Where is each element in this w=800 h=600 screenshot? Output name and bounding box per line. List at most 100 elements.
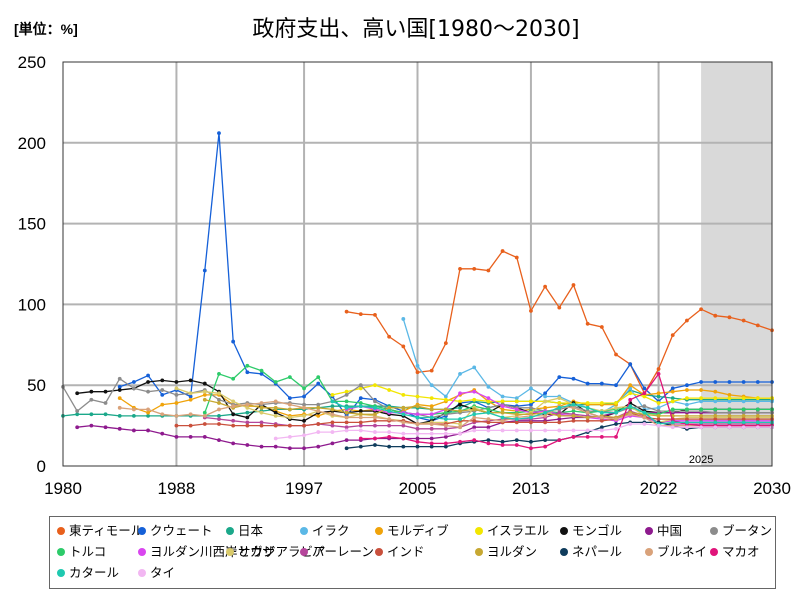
data-point bbox=[685, 402, 689, 407]
data-point bbox=[585, 405, 590, 410]
data-point bbox=[259, 405, 264, 410]
data-point bbox=[358, 409, 363, 413]
x-tick-label: 1988 bbox=[158, 479, 196, 498]
data-point bbox=[727, 396, 732, 401]
data-point bbox=[217, 438, 221, 443]
data-point bbox=[599, 325, 604, 329]
data-point bbox=[486, 438, 491, 443]
data-point bbox=[486, 420, 491, 425]
data-point bbox=[202, 381, 207, 386]
data-point bbox=[188, 378, 193, 383]
legend-label: モルディブ bbox=[387, 523, 449, 538]
data-point bbox=[117, 388, 122, 392]
data-point bbox=[699, 407, 703, 412]
data-point bbox=[287, 415, 292, 420]
data-point bbox=[217, 391, 221, 396]
data-point bbox=[628, 383, 633, 388]
data-point bbox=[628, 412, 633, 417]
data-point bbox=[642, 386, 647, 391]
legend-label: ヨルダン bbox=[487, 544, 538, 559]
data-point bbox=[188, 423, 193, 428]
data-point bbox=[557, 420, 562, 425]
data-point bbox=[132, 380, 136, 384]
data-point bbox=[415, 431, 420, 436]
series-line bbox=[360, 372, 772, 449]
legend-item: マカオ bbox=[710, 545, 760, 559]
data-point bbox=[287, 423, 292, 428]
data-point bbox=[302, 423, 306, 428]
data-point bbox=[741, 414, 746, 418]
data-point bbox=[571, 418, 576, 423]
data-point bbox=[727, 392, 732, 397]
data-point bbox=[656, 394, 661, 399]
data-point bbox=[287, 407, 292, 412]
data-point bbox=[486, 407, 491, 412]
legend-label: タイ bbox=[150, 565, 176, 580]
data-point bbox=[599, 418, 604, 423]
data-point bbox=[443, 417, 448, 422]
data-point bbox=[685, 388, 689, 392]
data-point bbox=[75, 409, 80, 413]
data-point bbox=[132, 386, 136, 391]
data-point bbox=[188, 394, 193, 399]
data-point bbox=[585, 428, 590, 433]
data-point bbox=[89, 397, 94, 402]
data-point bbox=[103, 389, 108, 394]
data-point bbox=[302, 414, 306, 418]
data-point bbox=[259, 368, 264, 373]
data-point bbox=[316, 409, 321, 413]
data-point bbox=[231, 376, 236, 381]
data-point bbox=[557, 428, 562, 433]
data-point bbox=[557, 417, 562, 422]
data-point bbox=[642, 404, 647, 409]
data-point bbox=[642, 394, 647, 399]
data-point bbox=[75, 391, 80, 396]
axis-ticks: 1980 1988 1997 2005 2013 2022 2030 0 50 100 150 200… bbox=[18, 53, 791, 498]
data-point bbox=[755, 396, 760, 401]
data-point bbox=[628, 422, 633, 426]
data-point bbox=[500, 415, 505, 420]
data-point bbox=[500, 394, 505, 399]
data-point bbox=[259, 444, 264, 449]
x-tick-label: 1980 bbox=[44, 479, 82, 498]
data-point bbox=[514, 428, 519, 433]
data-point bbox=[656, 423, 661, 428]
data-point bbox=[628, 362, 633, 367]
data-point bbox=[132, 414, 136, 418]
data-point bbox=[316, 430, 321, 434]
series-カタール bbox=[330, 399, 774, 426]
data-point bbox=[259, 420, 264, 425]
data-point bbox=[585, 401, 590, 405]
data-point bbox=[642, 415, 647, 420]
data-point bbox=[245, 410, 250, 415]
forecast-label: 2025 bbox=[689, 454, 713, 466]
data-point bbox=[543, 444, 548, 449]
data-point bbox=[387, 388, 392, 392]
data-point bbox=[117, 414, 122, 418]
data-point bbox=[670, 407, 675, 412]
data-point bbox=[302, 405, 306, 410]
data-point bbox=[174, 392, 179, 397]
data-point bbox=[231, 339, 236, 344]
data-point bbox=[727, 380, 732, 384]
data-point bbox=[500, 439, 505, 444]
data-point bbox=[287, 402, 292, 407]
data-point bbox=[599, 401, 604, 405]
data-point bbox=[117, 405, 122, 410]
data-point bbox=[571, 435, 576, 439]
legend-label: カタール bbox=[69, 565, 120, 580]
data-point bbox=[273, 410, 278, 415]
legend: 東ティモール クウェート 日本 イラク モルディブ イスラエル モンゴル 中国 ブータン トルコ ヨ… bbox=[49, 516, 776, 589]
data-point bbox=[727, 315, 732, 320]
data-point bbox=[656, 417, 661, 422]
data-point bbox=[231, 441, 236, 446]
data-point bbox=[656, 405, 661, 410]
data-point bbox=[599, 415, 604, 420]
data-point bbox=[614, 426, 618, 431]
data-point bbox=[316, 402, 321, 407]
data-point bbox=[500, 404, 505, 409]
data-point bbox=[472, 397, 477, 402]
data-point bbox=[458, 266, 462, 271]
legend-marker bbox=[138, 569, 146, 577]
